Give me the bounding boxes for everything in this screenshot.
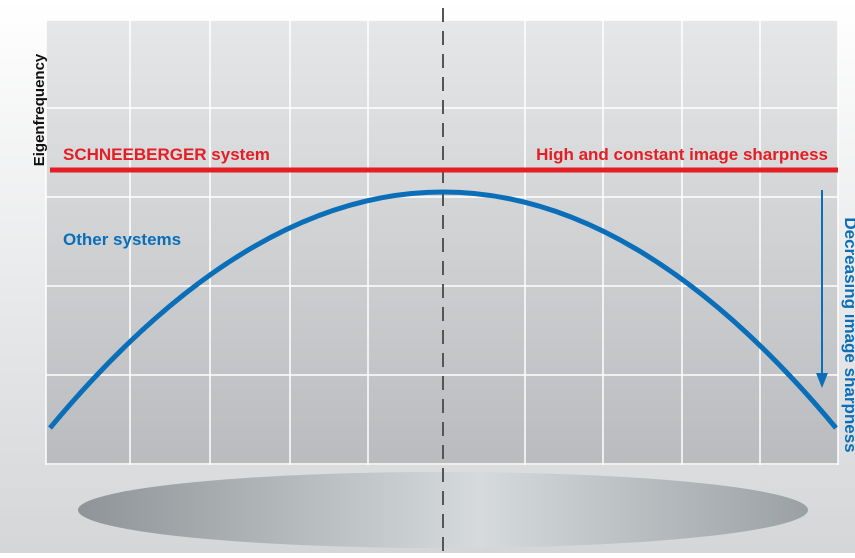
red-right-label: High and constant image sharpness (536, 145, 828, 164)
arrow-label: Decreasing image sharpness (841, 217, 855, 452)
y-axis-label: Eigenfrequency (31, 53, 48, 166)
grid-lines (45, 19, 839, 465)
blue-curve (48, 189, 838, 430)
red-left-label: SCHNEEBERGER system (63, 145, 270, 164)
arrow-head (816, 373, 828, 388)
blue-label: Other systems (63, 230, 181, 249)
lens-ellipse (78, 472, 808, 548)
